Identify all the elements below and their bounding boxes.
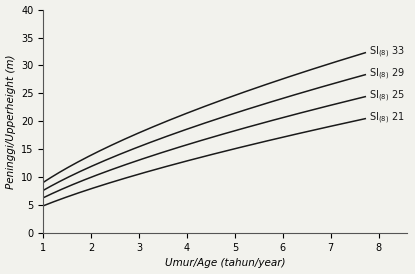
Text: SI$_{(8)}$ 33: SI$_{(8)}$ 33 xyxy=(369,45,405,61)
Y-axis label: Peninggi/Upperheight (m): Peninggi/Upperheight (m) xyxy=(5,54,15,189)
Text: SI$_{(8)}$ 25: SI$_{(8)}$ 25 xyxy=(369,89,405,104)
X-axis label: Umur/Age (tahun/year): Umur/Age (tahun/year) xyxy=(165,258,286,269)
Text: SI$_{(8)}$ 29: SI$_{(8)}$ 29 xyxy=(369,67,405,82)
Text: SI$_{(8)}$ 21: SI$_{(8)}$ 21 xyxy=(369,111,405,126)
